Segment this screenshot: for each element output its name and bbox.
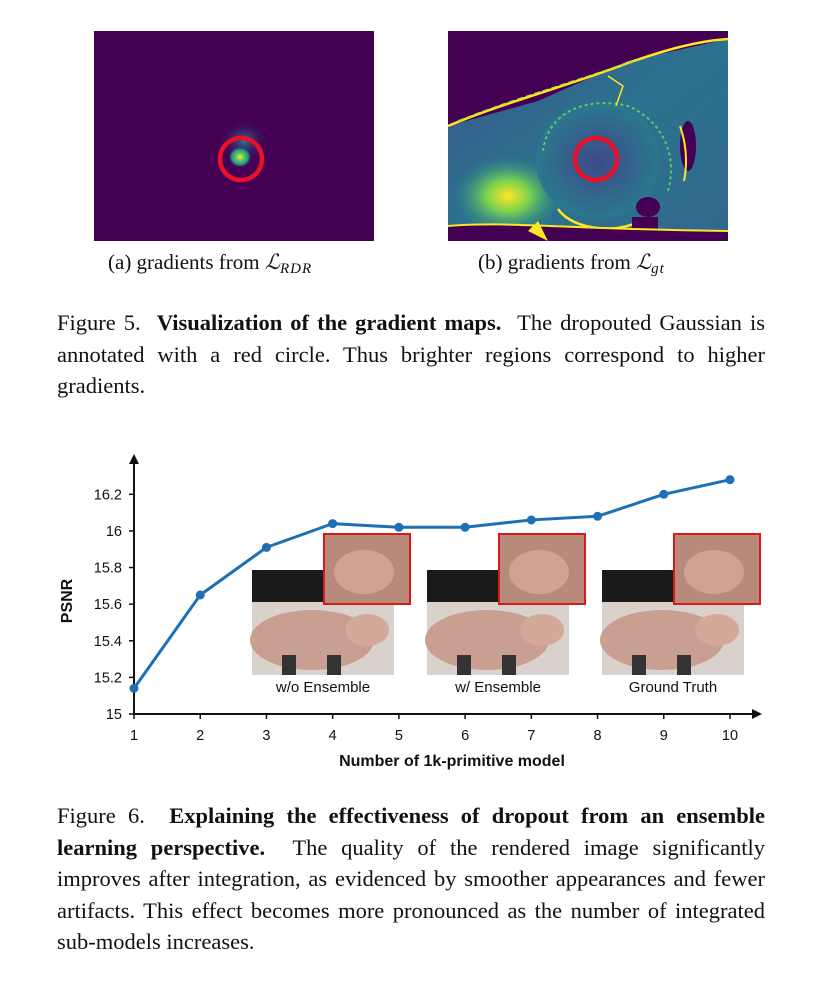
figure-6-caption: Figure 6. Explaining the effectiveness o…	[57, 800, 765, 958]
x-tick-label: 10	[722, 728, 738, 744]
x-axis-arrow	[752, 709, 762, 719]
data-point	[394, 522, 404, 532]
zoom-frame	[323, 533, 411, 605]
pig-head	[345, 614, 389, 646]
zoom-detail	[509, 550, 569, 594]
x-tick-label: 8	[594, 728, 602, 744]
gradient-map-rdr	[94, 31, 374, 241]
x-tick-label: 6	[461, 728, 469, 744]
zoom-detail	[684, 550, 744, 594]
series-line-1	[132, 478, 731, 690]
y-axis-arrow	[129, 454, 139, 464]
x-tick-label: 1	[130, 728, 138, 744]
data-point	[526, 515, 536, 525]
pig-body	[600, 610, 724, 670]
subcaption-b: (b) gradients from ℒgt	[478, 250, 665, 277]
inset-image-1: w/o Ensemble	[250, 533, 411, 696]
pig-head	[695, 614, 739, 646]
y-tick-label: 16.2	[94, 487, 122, 503]
x-tick-label: 4	[329, 728, 337, 744]
pig-leg	[677, 655, 691, 675]
pig-body	[425, 610, 549, 670]
caption-body: The dropouted Gaussian is annotated with…	[57, 310, 765, 398]
zoom-detail	[334, 550, 394, 594]
pig-leg	[282, 655, 296, 675]
pig-head	[520, 614, 564, 646]
pig-leg	[632, 655, 646, 675]
y-axis-title: PSNR	[59, 578, 76, 623]
data-point	[659, 489, 669, 499]
inset-image-3: Ground Truth	[600, 533, 761, 696]
pig-leg	[327, 655, 341, 675]
caption-title: Visualization of the gradient maps.	[156, 310, 502, 335]
gradient-map-gt	[448, 31, 728, 241]
data-point	[460, 522, 470, 532]
inset-image-2: w/ Ensemble	[425, 533, 586, 696]
figure-5-caption: Figure 5. Visualization of the gradient …	[57, 307, 765, 402]
data-point	[328, 519, 338, 529]
x-tick-label: 7	[527, 728, 535, 744]
y-tick-label: 15.6	[94, 597, 122, 613]
x-tick-label: 2	[196, 728, 204, 744]
zoom-frame	[673, 533, 761, 605]
inset-label: Ground Truth	[629, 679, 717, 696]
y-tick-label: 15.8	[94, 561, 122, 577]
inset-label: w/ Ensemble	[454, 679, 541, 696]
inset-label: w/o Ensemble	[275, 679, 370, 696]
data-point	[195, 590, 205, 600]
x-tick-label: 3	[262, 728, 270, 744]
caption-body: The quality of the rendered image signif…	[57, 834, 765, 955]
zoom-frame	[498, 533, 586, 605]
subcaption-a: (a) gradients from ℒRDR	[108, 250, 313, 277]
x-axis-title: Number of 1k-primitive model	[339, 753, 565, 770]
caption-title: Explaining the effectiveness of dropout …	[57, 803, 766, 860]
pig-body	[250, 610, 374, 670]
pig-leg	[457, 655, 471, 675]
x-tick-label: 9	[660, 728, 668, 744]
dropout-marker-circle	[572, 135, 620, 183]
y-tick-label: 15.2	[94, 670, 122, 686]
dropout-marker-circle	[217, 135, 265, 183]
y-tick-label: 16	[106, 524, 122, 540]
data-point	[593, 511, 603, 521]
caption-label: Figure 5.	[57, 310, 141, 335]
data-point	[725, 475, 735, 485]
y-tick-label: 15	[106, 707, 122, 723]
psnr-line-chart: w/o Ensemble w/ Ensemble Ground Truth 1 2 3 4…	[59, 454, 762, 770]
y-tick-label: 15.4	[94, 634, 122, 650]
data-point	[261, 542, 271, 552]
data-point	[129, 683, 139, 693]
x-tick-label: 5	[395, 728, 403, 744]
caption-label: Figure 6.	[57, 803, 145, 828]
pig-leg	[502, 655, 516, 675]
